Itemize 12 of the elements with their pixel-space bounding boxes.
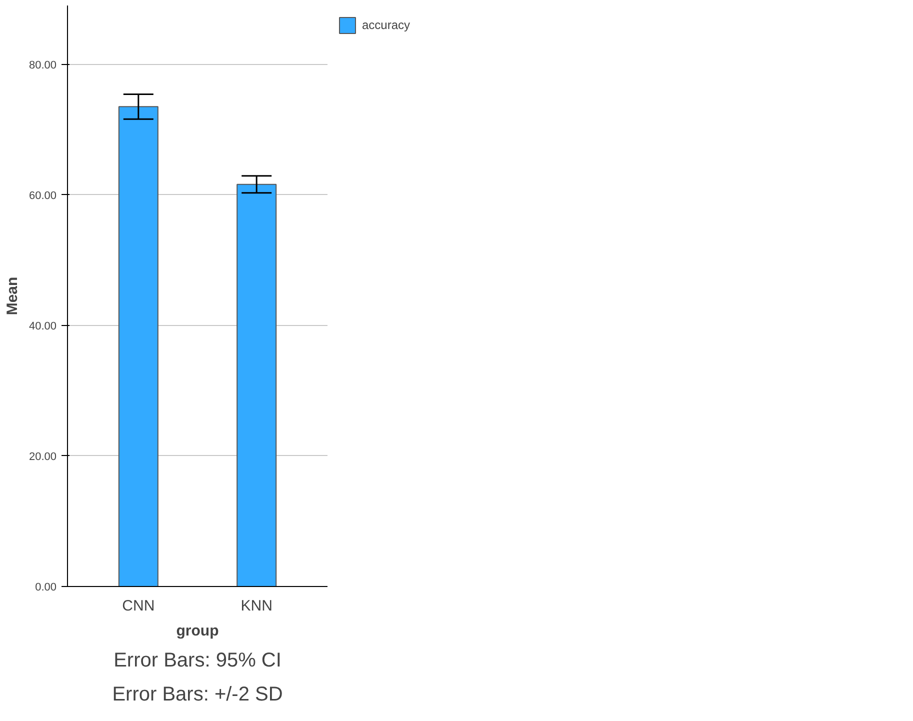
text: Error Bars: 95% CI (114, 650, 282, 672)
text: Error Bars: +/-2 SD (112, 684, 283, 706)
x-axis-title: group (176, 622, 219, 640)
y-tick-label: 20.00 (28, 450, 57, 463)
y-axis-title: Mean (4, 276, 21, 316)
y-tick-label: 60.00 (28, 190, 57, 202)
x-tick-label: CNN (122, 598, 155, 614)
y-tick-label: 40.00 (28, 320, 57, 332)
y-tick-label: 0.00 (35, 582, 57, 594)
x-tick-label: KNN (240, 598, 272, 614)
legend-label: accuracy (362, 18, 410, 32)
y-tick-label: 80.00 (28, 59, 57, 72)
